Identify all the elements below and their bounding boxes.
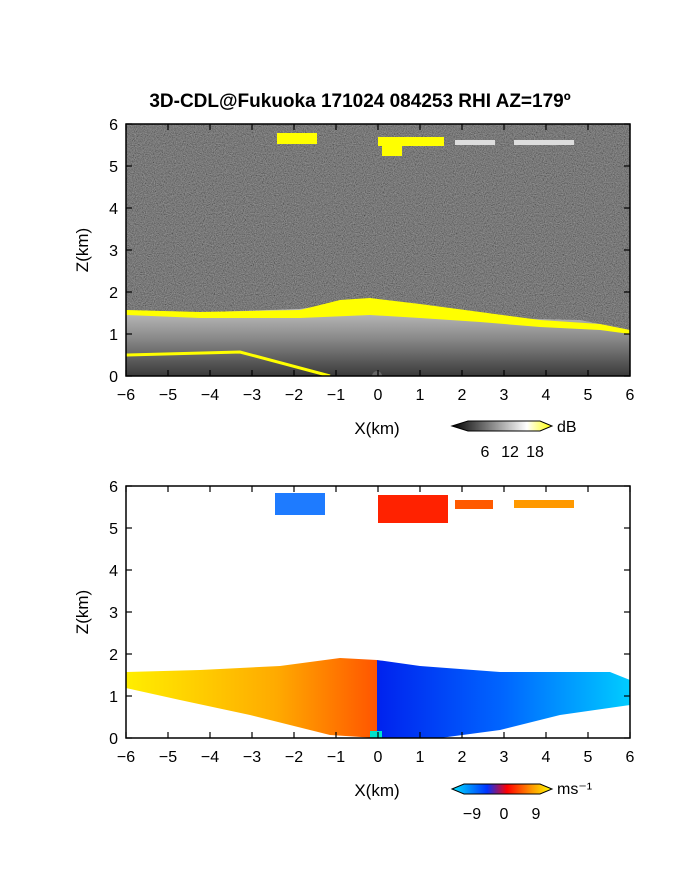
colorbar-2-unit: ms⁻¹ [557,781,592,798]
y-tick-label: 0 [109,731,118,748]
x-tick-label: −3 [243,749,261,766]
x-tick-label: −5 [159,749,177,766]
x-tick-label: 5 [584,749,593,766]
y-tick-label: 1 [109,327,118,344]
y-tick-label: 5 [109,159,118,176]
colorbar-1-bar [450,420,554,432]
x-axis-label-1: X(km) [354,419,399,438]
x-axis-label-2: X(km) [354,781,399,800]
cloud-echo-2 [378,137,444,146]
boundary-layer-away [126,658,377,738]
x-tick-label: 4 [542,749,551,766]
boundary-layer-toward [377,660,630,738]
velocity-cloud-2 [378,495,448,523]
y-tick-label: 6 [109,117,118,134]
velocity-panel: −6 −5 −4 −3 −2 −1 0 1 2 3 4 5 6 0 1 2 3 4 5 6 X(km) Z(km) [73,479,635,800]
x-tick-label: 1 [416,749,425,766]
y-tick-label: 2 [109,647,118,664]
x-tick-label: 3 [500,749,509,766]
x-tick-label: −6 [117,749,135,766]
colorbar-1-tick: 6 [481,444,490,461]
radar-site [372,371,382,376]
colorbar-reflectivity: dB 6 12 18 [450,419,577,461]
x-tick-label: −5 [159,387,177,404]
reflectivity-panel: −6 −5 −4 −3 −2 −1 0 1 2 3 4 5 6 0 1 2 3 4 5 6 X(km) Z(km) [73,117,635,438]
y-tick-label: 4 [109,563,118,580]
figure-title: 3D-CDL@Fukuoka 171024 084253 RHI AZ=179º [149,91,570,112]
colorbar-1-tick: 12 [501,444,519,461]
cloud-echo-4 [514,140,574,145]
y-tick-label: 4 [109,201,118,218]
colorbar-2-tick: 0 [500,806,509,823]
cloud-echo-2-core [382,144,402,156]
x-tick-label: 3 [500,387,509,404]
y-axis-label-1: Z(km) [73,228,92,272]
lower-beam-edge [126,350,331,376]
cloud-echo-1 [277,133,317,144]
x-tick-label: −4 [201,387,219,404]
colorbar-velocity: ms⁻¹ −9 0 9 [450,781,592,823]
colorbar-1-tick: 18 [526,444,544,461]
y-tick-label: 5 [109,521,118,538]
x-tick-label: 0 [374,749,383,766]
x-tick-label: −6 [117,387,135,404]
y-axis-label-2: Z(km) [73,590,92,634]
x-tick-label: −2 [285,387,303,404]
x-tick-label: 2 [458,749,467,766]
colorbar-1-unit: dB [557,419,577,436]
axes-2: −6 −5 −4 −3 −2 −1 0 1 2 3 4 5 6 0 1 2 3 4 5 6 [109,479,634,766]
x-tick-label: −1 [327,387,345,404]
y-tick-label: 3 [109,243,118,260]
velocity-cloud-1 [275,493,325,515]
y-tick-label: 3 [109,605,118,622]
x-tick-label: −2 [285,749,303,766]
boundary-layer-top-edge [126,298,630,334]
y-tick-label: 2 [109,285,118,302]
velocity-cloud-3 [455,500,493,509]
y-tick-label: 6 [109,479,118,496]
x-tick-label: −3 [243,387,261,404]
colorbar-2-bar [450,783,554,795]
x-tick-label: 2 [458,387,467,404]
x-tick-label: −1 [327,749,345,766]
y-tick-label: 1 [109,689,118,706]
x-tick-label: 4 [542,387,551,404]
y-tick-label: 0 [109,369,118,386]
x-tick-label: 6 [626,749,635,766]
cloud-echo-3 [455,140,495,145]
colorbar-2-tick: 9 [532,806,541,823]
x-tick-label: 1 [416,387,425,404]
x-tick-label: −4 [201,749,219,766]
x-tick-label: 6 [626,387,635,404]
velocity-radar-site [370,731,382,738]
axes-1: −6 −5 −4 −3 −2 −1 0 1 2 3 4 5 6 0 1 2 3 4 5 6 [109,117,634,404]
x-tick-label: 0 [374,387,383,404]
colorbar-2-tick: −9 [463,806,481,823]
velocity-cloud-4 [514,500,574,508]
x-tick-label: 5 [584,387,593,404]
